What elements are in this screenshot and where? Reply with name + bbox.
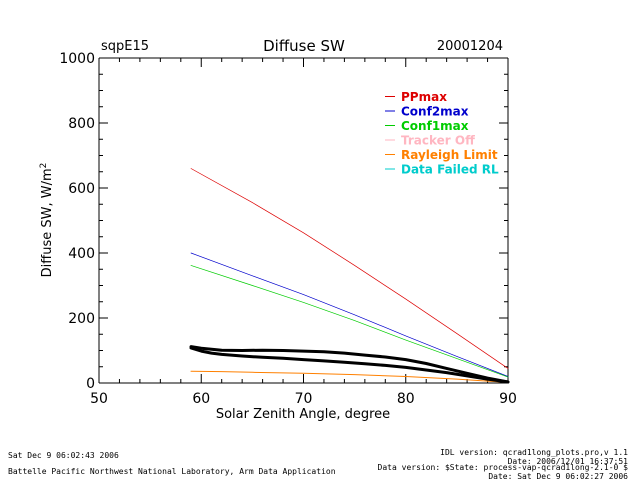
series-data-line	[189, 345, 510, 384]
series-conf2max-line	[190, 252, 509, 377]
x-tick-label: 50	[90, 391, 108, 407]
series-conf1max-line	[190, 265, 509, 378]
y-axis-label-superscript: 2	[39, 163, 49, 169]
y-axis-label-text: Diffuse SW, W/m	[40, 168, 55, 277]
legend-label: Conf2max	[401, 105, 469, 119]
ticks	[98, 57, 509, 384]
footer-data-version: Data version: $State: process-vap-qcrad1…	[378, 463, 629, 472]
legend-label: PPmax	[401, 90, 447, 104]
x-tick-label: 90	[499, 391, 517, 407]
series-group	[189, 168, 510, 384]
chart-title: Diffuse SW	[263, 37, 345, 55]
y-tick-label: 0	[86, 376, 95, 392]
x-tick-label: 60	[192, 391, 210, 407]
y-tick-label: 400	[68, 246, 95, 262]
y-tick-label: 600	[68, 181, 95, 197]
footer-idl-date: Date: 2006/12/01 16:37:51	[508, 457, 629, 466]
series-data-line	[189, 346, 510, 384]
y-tick-label: 200	[68, 311, 95, 327]
y-tick-label: 1000	[59, 51, 95, 67]
y-axis-label: Diffuse SW, W/m2	[39, 163, 55, 278]
legend-label: Rayleigh Limit	[401, 148, 498, 162]
footer-data-date: Date: Sat Dec 9 06:02:27 2006	[488, 472, 628, 480]
legend-label: Conf1max	[401, 119, 469, 133]
x-tick-label: 70	[295, 391, 313, 407]
legend-label: Data Failed RL	[401, 163, 499, 177]
footer-institution: Battelle Pacific Northwest National Labo…	[8, 467, 336, 476]
x-tick-label: 80	[397, 391, 415, 407]
site-label: sqpE15	[101, 39, 149, 54]
footer-timestamp: Sat Dec 9 06:02:43 2006	[8, 451, 119, 460]
series-rayleigh-limit-line	[190, 370, 509, 383]
legend-label: Tracker Off	[401, 134, 475, 148]
y-tick-label: 800	[68, 116, 95, 132]
footer-idl-version: IDL version: qcrad1long_plots.pro,v 1.1	[440, 448, 628, 457]
series-ppmax-line	[190, 168, 509, 369]
date-label: 20001204	[437, 39, 503, 54]
x-axis-label: Solar Zenith Angle, degree	[216, 407, 390, 422]
tick-labels: 50 60 70 80 90 0 200 400 600 800 1000	[59, 51, 517, 407]
